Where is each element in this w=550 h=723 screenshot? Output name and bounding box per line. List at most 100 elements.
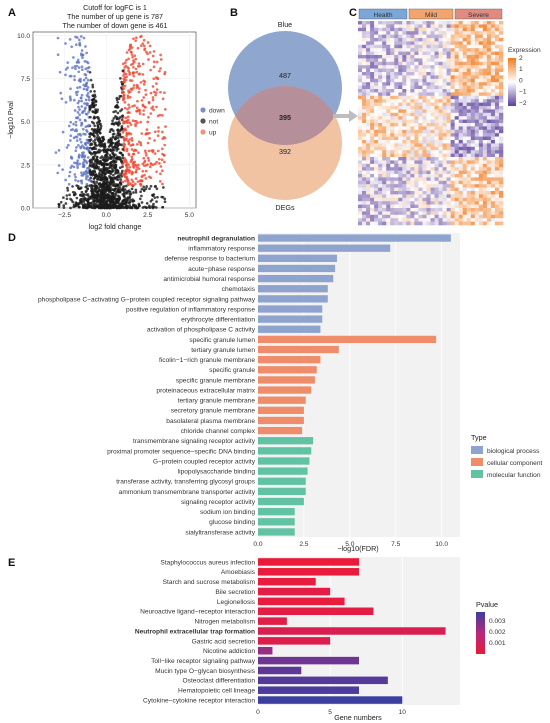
heatmap-group-label: Mild: [425, 12, 437, 19]
volcano-point: [78, 137, 82, 141]
heatmap-cell: [378, 102, 383, 107]
heatmap-cell: [366, 204, 371, 209]
heatmap-cell: [394, 112, 399, 117]
heatmap-cell: [494, 129, 500, 134]
heatmap-cell: [450, 106, 455, 110]
heatmap-cell: [454, 180, 459, 185]
heatmap-cell: [382, 177, 387, 182]
heatmap-cell: [474, 51, 480, 56]
heatmap-cell: [386, 150, 391, 154]
heatmap-cell: [430, 180, 435, 185]
heatmap-cell: [370, 150, 375, 154]
volcano-x-tick-label: 2.5: [143, 212, 152, 219]
heatmap-cell: [498, 65, 504, 69]
heatmap-cell: [382, 214, 387, 219]
heatmap-cell: [474, 41, 480, 46]
heatmap-cell: [410, 38, 415, 42]
volcano-point: [127, 189, 131, 192]
heatmap-cell: [382, 208, 387, 212]
heatmap-cell: [442, 150, 447, 154]
heatmap-cell: [422, 38, 427, 42]
volcano-point: [89, 115, 92, 119]
heatmap-cell: [430, 184, 435, 188]
heatmap-cell: [470, 218, 476, 222]
heatmap-cell: [398, 68, 403, 73]
heatmap-cell: [490, 61, 496, 66]
heatmap-cell: [426, 204, 431, 209]
heatmap-cell: [382, 24, 387, 29]
go-category-label: transmembrane signaling receptor activit…: [133, 438, 256, 445]
volcano-point: [76, 101, 80, 105]
volcano-point: [56, 53, 60, 57]
heatmap-cell: [418, 44, 423, 49]
heatmap-cell: [438, 31, 443, 35]
heatmap-cell: [458, 184, 464, 188]
heatmap-cell: [366, 55, 371, 59]
volcano-point: [86, 156, 90, 159]
volcano-point: [156, 76, 159, 80]
heatmap-cell: [446, 204, 451, 209]
volcano-point: [162, 186, 165, 189]
heatmap-cell: [474, 48, 480, 52]
heatmap-cell: [470, 204, 476, 209]
heatmap-cell: [454, 184, 459, 188]
volcano-point: [82, 203, 85, 207]
heatmap-cell: [474, 140, 480, 144]
heatmap-cell: [410, 133, 415, 137]
heatmap-cell: [374, 41, 379, 46]
heatmap-cell: [490, 85, 496, 90]
heatmap-cell: [438, 174, 443, 178]
heatmap-cell: [374, 140, 379, 144]
heatmap-cell: [410, 34, 415, 39]
heatmap-cell: [430, 116, 435, 120]
volcano-point: [163, 160, 166, 164]
heatmap-cell: [474, 201, 480, 205]
heatmap-cell: [358, 38, 363, 42]
heatmap-cell: [370, 184, 375, 188]
heatmap-cell: [402, 51, 407, 56]
volcano-point: [120, 125, 124, 128]
volcano-point: [88, 170, 92, 173]
heatmap-cell: [490, 24, 496, 29]
heatmap-cell: [406, 92, 411, 97]
heatmap-cell: [382, 184, 387, 188]
heatmap-cell: [446, 106, 451, 110]
heatmap-cell: [458, 48, 464, 52]
heatmap-cell: [446, 146, 451, 151]
heatmap-cell: [370, 160, 375, 165]
heatmap-cell: [370, 21, 375, 25]
volcano-point: [149, 91, 153, 95]
volcano-point: [146, 52, 149, 56]
heatmap-cell: [382, 44, 387, 49]
heatmap-cell: [426, 157, 431, 161]
heatmap-cell: [498, 160, 504, 165]
heatmap-cell: [478, 58, 484, 63]
heatmap-cell: [498, 61, 504, 66]
volcano-point: [91, 147, 94, 150]
heatmap-cell: [482, 187, 488, 192]
heatmap-cell: [442, 208, 447, 212]
heatmap-cell: [394, 65, 399, 69]
volcano-point: [139, 143, 143, 147]
volcano-point: [128, 169, 132, 173]
volcano-point: [111, 183, 115, 187]
volcano-point: [84, 133, 87, 136]
heatmap-cell: [498, 197, 504, 202]
heatmap-cell: [398, 191, 403, 195]
heatmap-cell: [378, 38, 383, 42]
volcano-point: [142, 109, 146, 112]
volcano-point: [133, 182, 137, 186]
heatmap-cell: [446, 218, 451, 222]
heatmap-cell: [438, 89, 443, 93]
heatmap-cell: [462, 24, 468, 29]
volcano-point: [54, 151, 58, 154]
heatmap-cell: [466, 48, 472, 52]
panel-label-e: E: [8, 557, 15, 569]
heatmap-cell: [366, 112, 371, 117]
heatmap-cell: [418, 82, 423, 86]
heatmap-cell: [434, 112, 439, 117]
heatmap-cell: [374, 31, 379, 35]
heatmap-cell: [450, 170, 455, 175]
heatmap-cell: [370, 55, 375, 59]
volcano-point: [119, 151, 123, 155]
